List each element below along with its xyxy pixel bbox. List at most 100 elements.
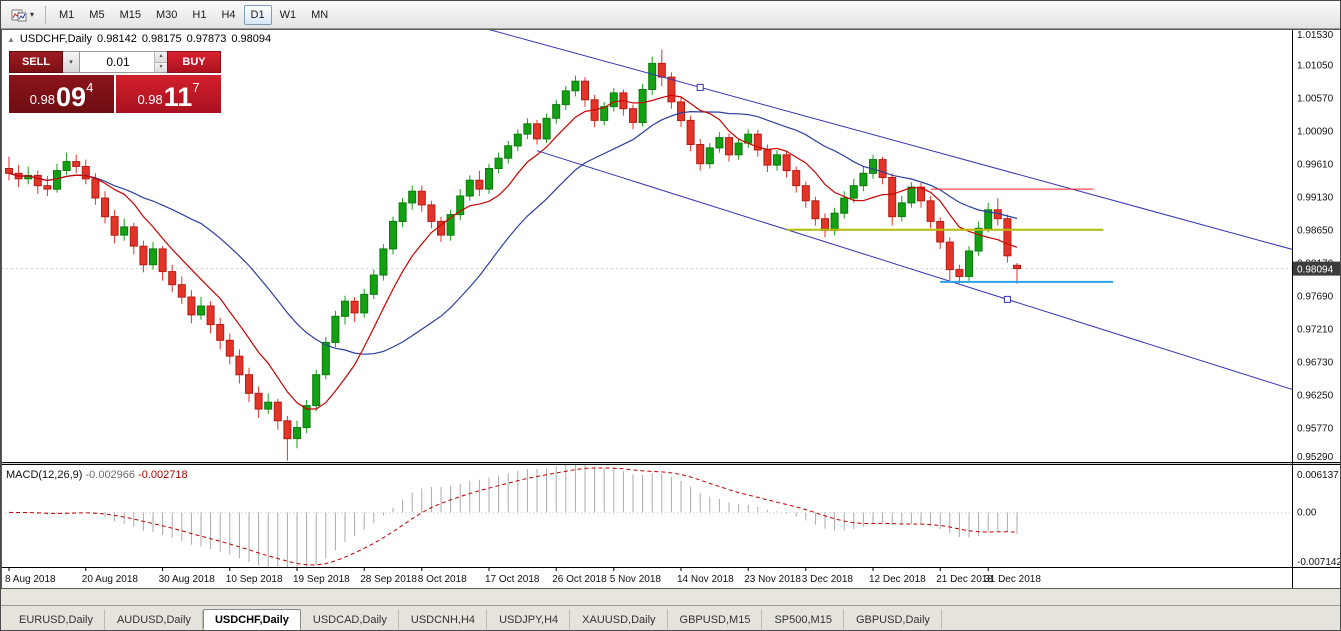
volume-input[interactable] bbox=[80, 52, 167, 72]
date-label: 19 Sep 2018 bbox=[293, 574, 350, 585]
timeframe-m30[interactable]: M30 bbox=[149, 5, 184, 25]
price-axis-label: 0.99610 bbox=[1297, 159, 1334, 170]
sell-price-tile[interactable]: 0.98 09 4 bbox=[9, 75, 114, 113]
price-axis-label: 0.97690 bbox=[1297, 291, 1334, 302]
price-chart[interactable]: 1.01530 1.01050 1.00570 1.00090 0.99610 0.991… bbox=[1, 29, 1341, 589]
price-axis-label: 0.95770 bbox=[1297, 423, 1334, 434]
volume-increase-button[interactable]: ▴ bbox=[155, 52, 167, 63]
chart-tabs: EURUSD,Daily AUDUSD,Daily USDCHF,Daily USDC… bbox=[1, 605, 1340, 630]
trade-prices-row: 0.98 09 4 0.98 11 7 bbox=[9, 75, 221, 113]
date-label: 23 Nov 2018 bbox=[744, 574, 801, 585]
ohlc-low: 0.97873 bbox=[186, 33, 227, 45]
timeframe-w1[interactable]: W1 bbox=[273, 5, 304, 25]
volume-spinner: ▴ ▾ bbox=[154, 52, 167, 72]
timeframe-d1[interactable]: D1 bbox=[243, 4, 272, 25]
sell-pip-fraction: 4 bbox=[86, 80, 94, 95]
sell-pips: 09 bbox=[56, 82, 87, 112]
date-label: 26 Oct 2018 bbox=[552, 574, 607, 585]
current-price-label: 0.98094 bbox=[1297, 265, 1334, 276]
chart-type-icon bbox=[11, 9, 27, 21]
tab-usdchf-daily[interactable]: USDCHF,Daily bbox=[202, 609, 301, 630]
chart-symbol-label: USDCHF,Daily bbox=[19, 33, 93, 45]
window-gap bbox=[1, 589, 1340, 605]
buy-pips: 11 bbox=[163, 82, 193, 112]
tab-usdcnh-h4[interactable]: USDCNH,H4 bbox=[399, 609, 488, 630]
tab-usdjpy-h4[interactable]: USDJPY,H4 bbox=[487, 609, 571, 630]
macd-histogram bbox=[18, 465, 1018, 567]
date-label: 8 Oct 2018 bbox=[418, 574, 467, 585]
macd-axis-zero: 0.00 bbox=[1297, 507, 1317, 518]
date-label: 20 Aug 2018 bbox=[82, 574, 139, 585]
trendline-handle[interactable] bbox=[696, 83, 704, 91]
sell-button[interactable]: SELL bbox=[9, 51, 63, 73]
one-click-trading-panel: SELL ▾ ▴ ▾ BUY 0.98 09 4 0.9 bbox=[9, 51, 221, 113]
timeframe-h4[interactable]: H4 bbox=[214, 5, 242, 25]
timeframe-m1[interactable]: M1 bbox=[52, 5, 81, 25]
tab-sp500-m15[interactable]: SP500,M15 bbox=[762, 609, 844, 630]
price-axis-label: 0.97210 bbox=[1297, 324, 1334, 335]
macd-axis-min: -0.007142 bbox=[1297, 557, 1341, 568]
chart-ohlc-header: ▲ USDCHF,Daily 0.98142 0.98175 0.97873 0… bbox=[7, 33, 271, 45]
sell-big-figure: 0.98 bbox=[29, 92, 56, 107]
date-label: 21 Dec 2018 bbox=[936, 574, 993, 585]
ohlc-high: 0.98175 bbox=[141, 33, 182, 45]
channel-trendline[interactable] bbox=[536, 150, 1341, 406]
trendline-handle[interactable] bbox=[1003, 295, 1011, 303]
price-axis-label: 1.01530 bbox=[1297, 30, 1334, 41]
price-axis-label: 0.96730 bbox=[1297, 357, 1334, 368]
date-label: 28 Sep 2018 bbox=[360, 574, 417, 585]
price-axis-label: 0.99130 bbox=[1297, 192, 1334, 203]
date-label: 8 Aug 2018 bbox=[5, 574, 56, 585]
buy-pip-fraction: 7 bbox=[192, 80, 200, 95]
buy-price-tile[interactable]: 0.98 11 7 bbox=[116, 75, 221, 113]
timeframe-h1[interactable]: H1 bbox=[185, 5, 213, 25]
current-price-badge bbox=[1293, 261, 1340, 276]
tab-gbpusd-m15[interactable]: GBPUSD,M15 bbox=[668, 609, 763, 630]
volume-field-wrap: ▴ ▾ bbox=[80, 51, 167, 73]
tab-eurusd-daily[interactable]: EURUSD,Daily bbox=[7, 609, 105, 630]
chevron-down-icon: ▾ bbox=[30, 10, 35, 19]
chart-type-button[interactable]: ▾ bbox=[6, 4, 39, 26]
tab-xauusd-daily[interactable]: XAUUSD,Daily bbox=[570, 609, 668, 630]
buy-button[interactable]: BUY bbox=[167, 51, 221, 73]
buy-big-figure: 0.98 bbox=[137, 92, 163, 107]
timeframe-m5[interactable]: M5 bbox=[82, 5, 111, 25]
timeframe-mn[interactable]: MN bbox=[304, 5, 335, 25]
macd-label: MACD(12,26,9) -0.002966 -0.002718 bbox=[6, 469, 188, 481]
volume-decrease-button[interactable]: ▾ bbox=[155, 62, 167, 72]
date-label: 30 Aug 2018 bbox=[159, 574, 216, 585]
timeframe-toolbar: ▾ M1 M5 M15 M30 H1 H4 D1 W1 MN bbox=[1, 1, 1340, 29]
price-axis-label: 0.96250 bbox=[1297, 390, 1334, 401]
ma-fast-line bbox=[8, 94, 1018, 410]
timeframe-buttons: M1 M5 M15 M30 H1 H4 D1 W1 MN bbox=[52, 4, 335, 25]
ma-slow-line bbox=[8, 110, 1018, 355]
date-label: 12 Dec 2018 bbox=[869, 574, 926, 585]
price-axis-label: 0.95290 bbox=[1297, 452, 1334, 463]
trade-controls-row: SELL ▾ ▴ ▾ BUY bbox=[9, 51, 221, 73]
price-axis-label: 1.00090 bbox=[1297, 126, 1334, 137]
price-axis-label: 1.01050 bbox=[1297, 60, 1334, 71]
macd-axis-max: 0.006137 bbox=[1297, 470, 1339, 481]
price-axis-label: 0.98650 bbox=[1297, 225, 1334, 236]
ohlc-open: 0.98142 bbox=[97, 33, 137, 45]
date-label: 10 Sep 2018 bbox=[226, 574, 283, 585]
macd-signal-line bbox=[8, 467, 1018, 566]
tab-usdcad-daily[interactable]: USDCAD,Daily bbox=[301, 609, 399, 630]
candles bbox=[5, 49, 1021, 461]
date-label: 5 Nov 2018 bbox=[610, 574, 662, 585]
volume-dropdown-button[interactable]: ▾ bbox=[63, 51, 80, 73]
timeframe-m15[interactable]: M15 bbox=[113, 5, 148, 25]
ohlc-close: 0.98094 bbox=[231, 33, 272, 45]
tab-gbpusd-daily[interactable]: GBPUSD,Daily bbox=[844, 609, 942, 630]
date-label: 31 Dec 2018 bbox=[984, 574, 1041, 585]
channel-trendline[interactable] bbox=[479, 29, 1341, 263]
date-label: 17 Oct 2018 bbox=[485, 574, 540, 585]
chart-area: 1.01530 1.01050 1.00570 1.00090 0.99610 0.991… bbox=[1, 29, 1340, 589]
date-label: 3 Dec 2018 bbox=[802, 574, 854, 585]
price-axis-label: 1.00570 bbox=[1297, 93, 1334, 104]
date-label: 14 Nov 2018 bbox=[677, 574, 734, 585]
collapse-icon[interactable]: ▲ bbox=[7, 34, 15, 44]
tab-audusd-daily[interactable]: AUDUSD,Daily bbox=[105, 609, 203, 630]
toolbar-separator bbox=[45, 5, 47, 24]
